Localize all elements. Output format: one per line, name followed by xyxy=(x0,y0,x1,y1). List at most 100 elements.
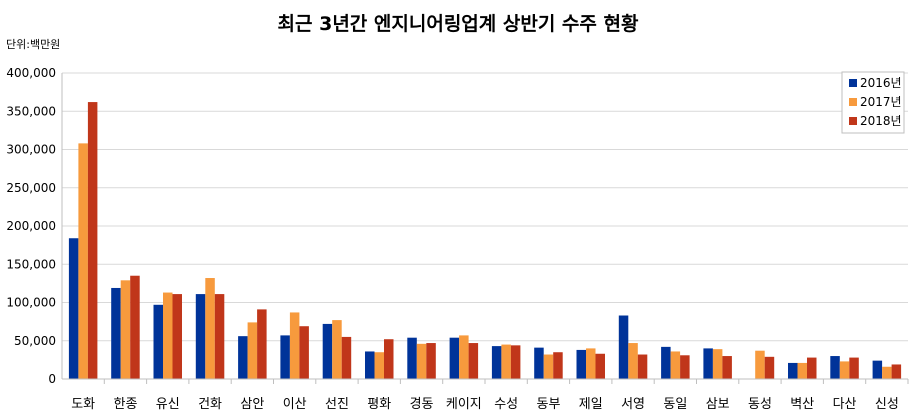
bar-도화-2016년 xyxy=(68,238,79,379)
bar-동부-2018년 xyxy=(553,352,563,379)
bar-도화-2017년 xyxy=(78,143,88,379)
x-tick-label: 유신 xyxy=(156,397,180,412)
x-tick-label: 삼안 xyxy=(240,397,264,412)
y-tick-label: 300,000 xyxy=(6,143,56,157)
bar-케이지-2016년 xyxy=(449,337,460,379)
bar-삼보-2018년 xyxy=(722,356,732,379)
x-tick-label: 선진 xyxy=(325,397,349,412)
bar-케이지-2017년 xyxy=(459,335,469,379)
bars xyxy=(68,102,902,379)
legend-label: 2017년 xyxy=(860,95,902,109)
bar-삼보-2016년 xyxy=(703,348,713,379)
bar-다산-2018년 xyxy=(849,357,859,379)
bar-삼안-2016년 xyxy=(238,336,248,379)
y-tick-label: 350,000 xyxy=(6,104,56,118)
bar-건화-2016년 xyxy=(195,294,206,379)
legend: 2016년 2017년 2018년 xyxy=(841,71,905,134)
x-tick-label: 평화 xyxy=(367,397,391,412)
bar-벽산-2017년 xyxy=(797,362,807,379)
bar-신성-2018년 xyxy=(891,364,902,379)
bar-유신-2018년 xyxy=(172,294,182,379)
bar-신성-2017년 xyxy=(882,366,892,379)
bar-제일-2016년 xyxy=(576,349,586,379)
bar-경동-2016년 xyxy=(407,337,417,379)
bar-한종-2017년 xyxy=(120,280,131,379)
bar-유신-2016년 xyxy=(153,304,163,379)
legend-swatch xyxy=(849,117,857,125)
x-tick-label: 이산 xyxy=(283,397,307,412)
y-tick-label: 400,000 xyxy=(6,66,56,80)
legend-label: 2018년 xyxy=(860,114,902,128)
y-tick-label: 250,000 xyxy=(6,181,56,195)
bar-이산-2018년 xyxy=(299,326,309,379)
bar-동성-2017년 xyxy=(755,350,765,379)
bar-건화-2017년 xyxy=(205,278,215,379)
x-tick-label: 경동 xyxy=(410,397,434,412)
bar-수성-2016년 xyxy=(491,346,502,379)
bar-건화-2018년 xyxy=(214,294,225,379)
bar-한종-2016년 xyxy=(111,287,121,379)
bar-평화-2018년 xyxy=(384,339,394,379)
chart-title: 최근 3년간 엔지니어링업계 상반기 수주 현황 xyxy=(278,12,639,35)
bar-한종-2018년 xyxy=(130,275,140,379)
y-tick-label: 150,000 xyxy=(6,257,56,271)
bar-평화-2016년 xyxy=(365,351,375,379)
bar-서영-2018년 xyxy=(637,354,648,379)
legend-swatch xyxy=(849,98,857,106)
bar-다산-2017년 xyxy=(839,361,850,379)
x-tick-label: 동성 xyxy=(748,397,772,412)
bar-제일-2018년 xyxy=(595,353,605,379)
y-tick-label: 100,000 xyxy=(6,296,56,310)
bar-동부-2017년 xyxy=(543,354,554,379)
bar-선진-2017년 xyxy=(332,320,342,379)
bar-경동-2017년 xyxy=(416,343,427,379)
bar-선진-2016년 xyxy=(322,323,333,379)
x-tick-label: 동부 xyxy=(536,397,560,412)
x-tick-label: 도화 xyxy=(71,397,95,412)
bar-케이지-2018년 xyxy=(468,343,479,379)
y-tick-label: 0 xyxy=(48,372,56,386)
y-tick-label: 50,000 xyxy=(14,334,56,348)
bar-동부-2016년 xyxy=(534,347,544,379)
y-axis-ticks: 0 50,000 100,000 150,000 200,000 250,000 300,0… xyxy=(6,66,56,386)
legend-swatch xyxy=(849,79,857,87)
bar-평화-2017년 xyxy=(374,352,384,379)
bar-도화-2018년 xyxy=(87,102,98,379)
bar-동일-2017년 xyxy=(670,351,681,379)
bar-서영-2016년 xyxy=(618,315,629,379)
bar-경동-2018년 xyxy=(426,343,436,379)
bar-선진-2018년 xyxy=(341,336,352,379)
x-tick-label: 서영 xyxy=(621,397,645,412)
bar-신성-2016년 xyxy=(872,360,883,379)
bar-수성-2017년 xyxy=(501,344,511,379)
bar-다산-2016년 xyxy=(830,356,840,379)
x-tick-label: 신성 xyxy=(875,397,899,412)
bar-벽산-2018년 xyxy=(807,357,817,379)
x-tick-label: 벽산 xyxy=(790,397,814,412)
x-tick-label: 제일 xyxy=(579,397,603,412)
x-tick-label: 건화 xyxy=(198,397,222,412)
bar-서영-2017년 xyxy=(628,343,638,379)
bar-유신-2017년 xyxy=(163,292,173,379)
gridlines xyxy=(62,72,908,342)
bar-삼보-2017년 xyxy=(712,349,723,379)
y-tick-label: 200,000 xyxy=(6,219,56,233)
legend-label: 2016년 xyxy=(860,76,902,90)
bar-이산-2016년 xyxy=(280,335,290,379)
unit-label: 단위:백만원 xyxy=(6,38,60,51)
bar-수성-2018년 xyxy=(510,345,521,379)
x-tick-label: 다산 xyxy=(833,397,857,412)
bar-동일-2016년 xyxy=(661,346,671,379)
bar-제일-2017년 xyxy=(586,348,596,379)
x-tick-label: 수성 xyxy=(494,397,518,412)
x-axis-ticks: 도화 한종 유신 건화 삼안 이산 선진 평화 경동 케이지 수성 동부 제일 서영 동일 삼보 동성 벽산 다산 신… xyxy=(71,379,909,412)
bar-벽산-2016년 xyxy=(788,362,798,379)
bar-삼안-2018년 xyxy=(257,309,267,379)
bar-삼안-2017년 xyxy=(247,322,258,379)
x-tick-label: 동일 xyxy=(663,397,687,412)
bar-이산-2017년 xyxy=(289,312,300,379)
x-tick-label: 케이지 xyxy=(446,397,482,412)
bar-동성-2018년 xyxy=(764,356,775,379)
